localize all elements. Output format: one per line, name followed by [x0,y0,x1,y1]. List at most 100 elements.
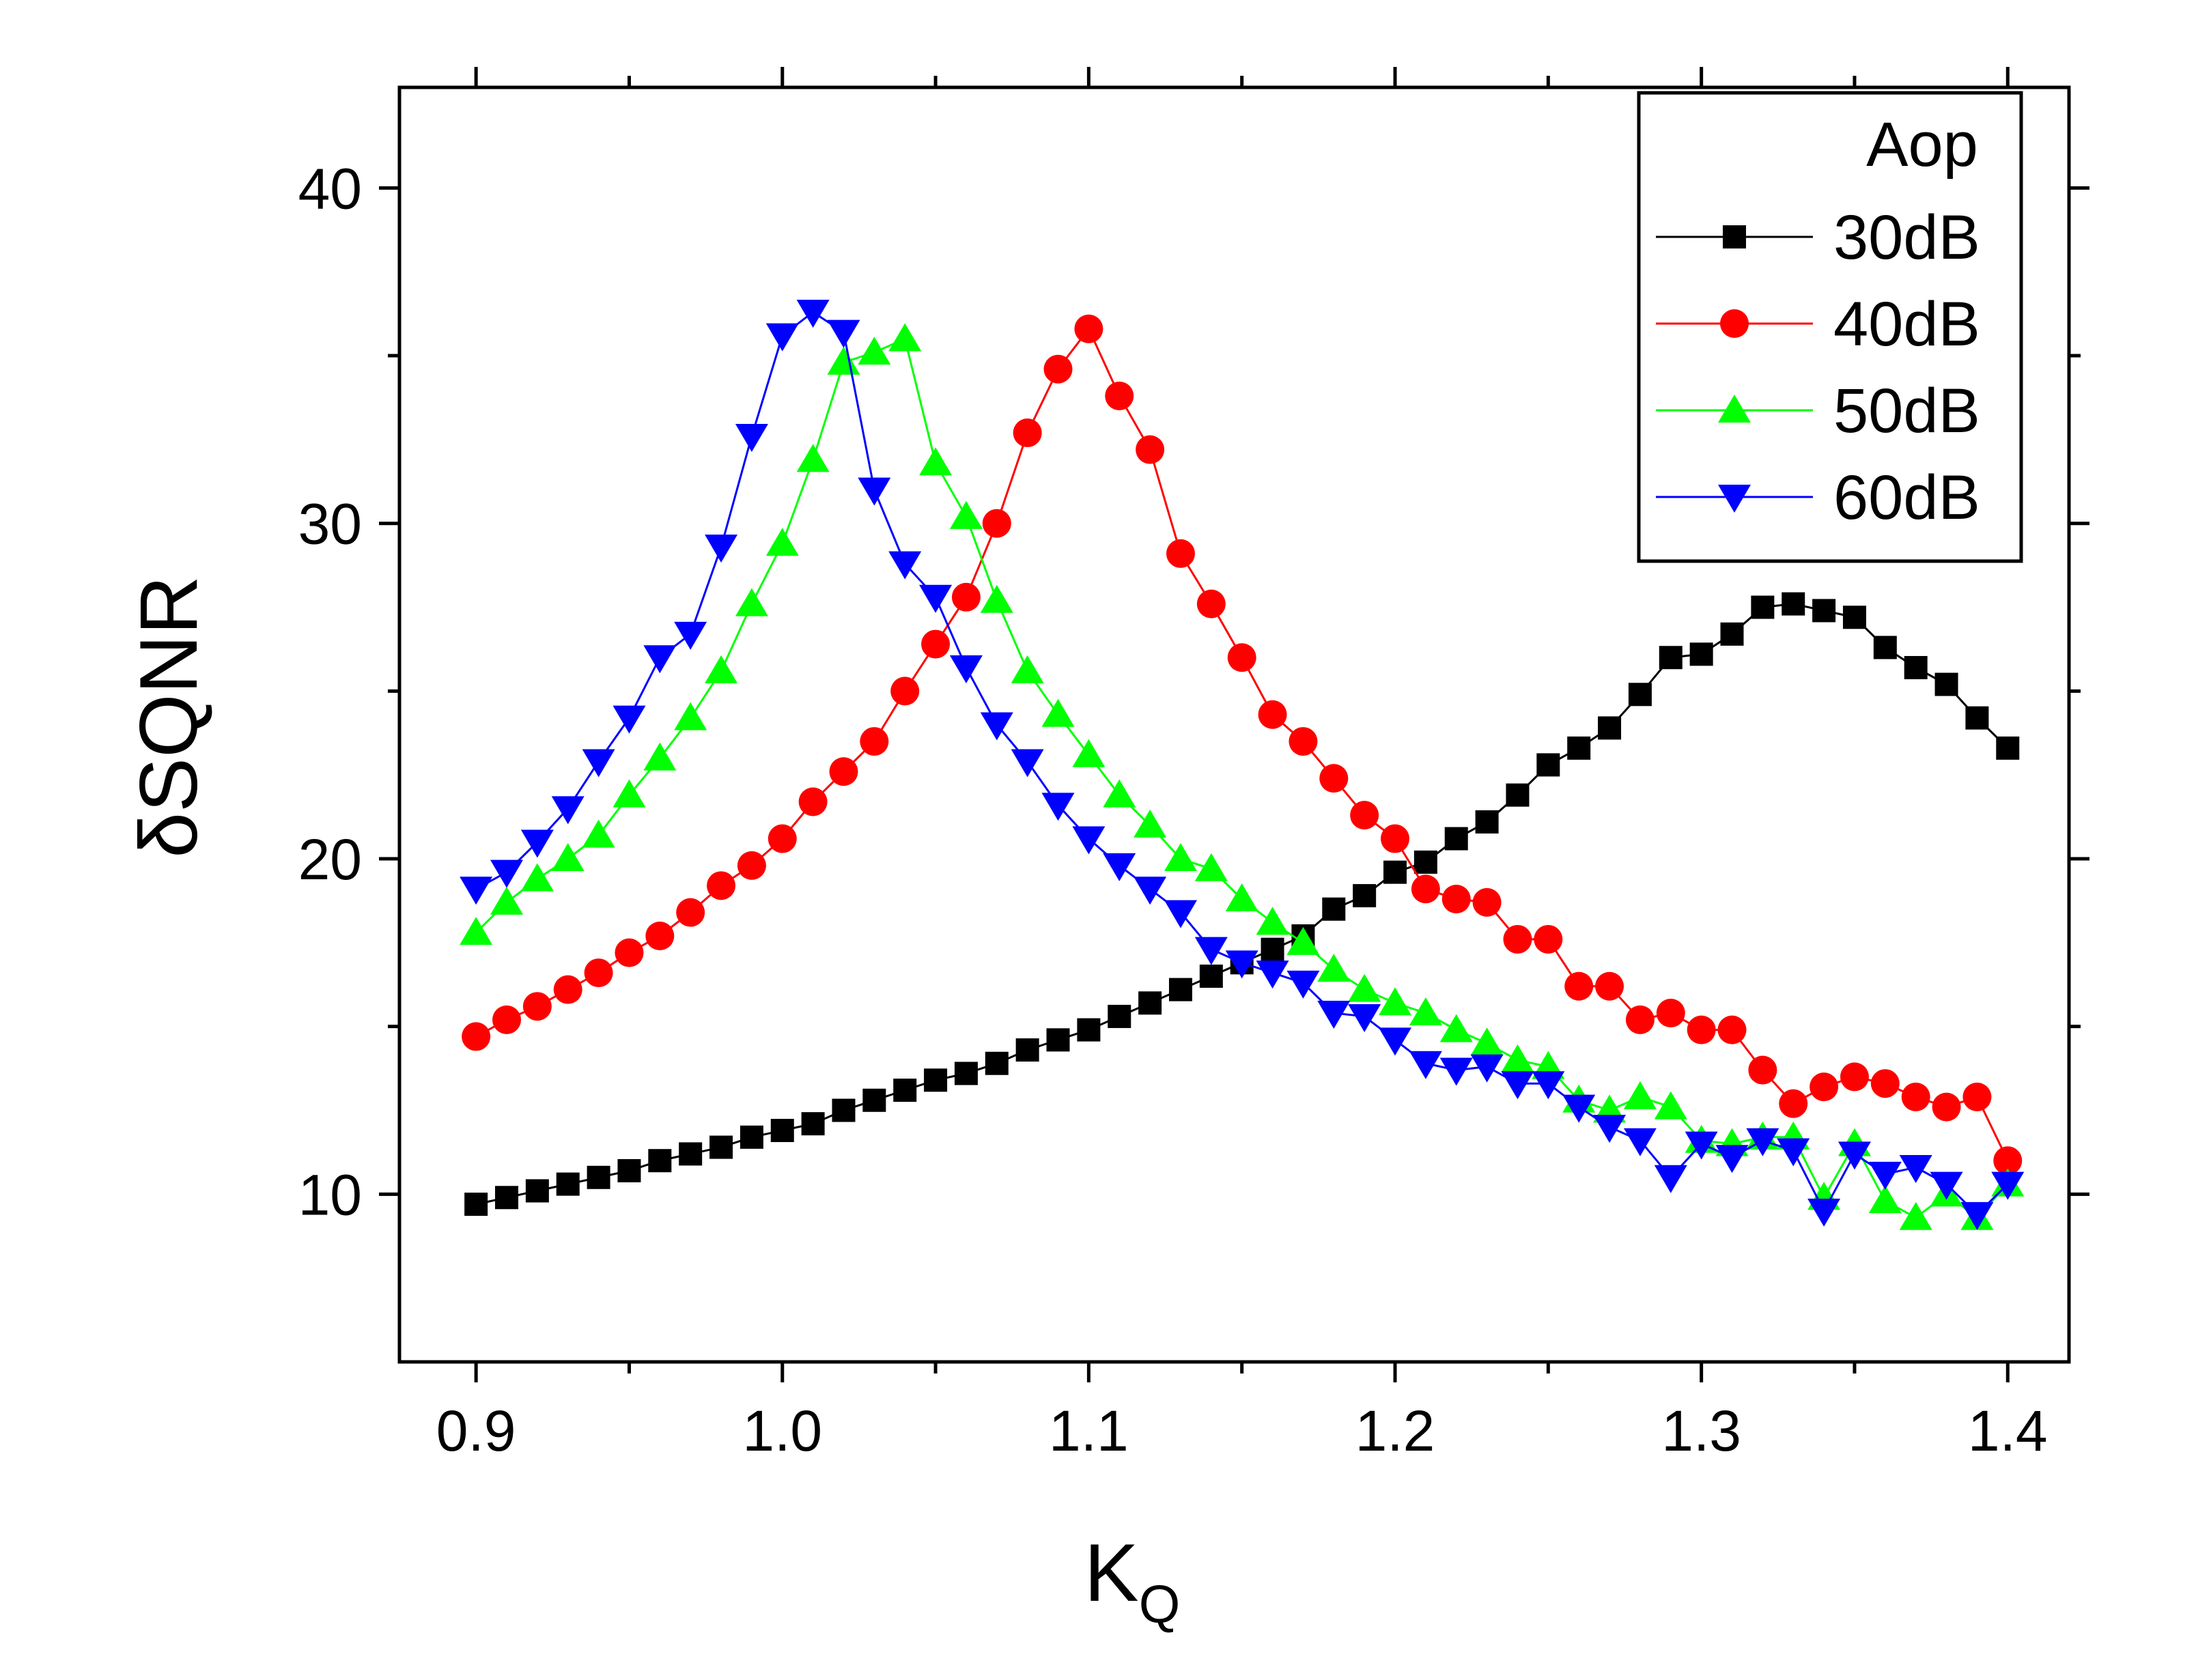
legend: Aop 30dB 40dB 50dB 60dB [1637,91,2023,563]
data-point-40db [1196,589,1226,618]
data-point-60db [1930,1171,1963,1200]
data-point-40db [1534,924,1563,954]
data-point-30db [1383,860,1407,884]
data-point-50db [1470,1027,1504,1056]
data-point-60db [1103,853,1136,881]
data-point-40db [645,922,675,951]
data-point-60db [765,323,799,352]
data-point-60db [643,645,677,674]
data-point-60db [1134,877,1167,905]
data-point-40db [737,851,766,880]
data-point-40db [890,677,920,706]
x-tick-label: 1.2 [1355,1399,1435,1463]
data-point-50db [735,588,768,616]
data-point-50db [460,917,493,945]
data-point-40db [1625,1005,1655,1034]
legend-label-30db: 30dB [1833,203,1980,272]
data-point-60db [705,535,738,563]
series-layer [460,300,2025,1230]
data-point-60db [1991,1171,2025,1200]
data-point-40db [829,757,858,786]
data-point-60db [1807,1198,1841,1227]
data-point-60db [1011,749,1044,778]
data-point-50db [1623,1081,1657,1109]
data-point-60db [919,584,953,613]
data-point-40db [1350,801,1379,830]
data-point-30db [1046,1028,1070,1052]
data-point-50db [1868,1185,1902,1214]
y-tick-label: 40 [298,156,362,220]
data-point-40db [584,958,613,988]
data-point-40db [860,727,889,756]
data-point-30db [556,1172,580,1196]
data-point-50db [1256,907,1289,935]
data-point-50db [949,500,983,529]
data-point-40db [1932,1092,1961,1122]
data-point-60db [1899,1155,1932,1184]
y-tick-label: 10 [298,1163,362,1227]
data-point-50db [1439,1014,1473,1042]
data-point-30db [1659,646,1683,670]
data-point-40db [1319,764,1349,793]
data-point-40db [1840,1062,1869,1092]
x-tick-label: 1.3 [1661,1399,1741,1463]
legend-marker-30db [1723,225,1746,248]
data-point-50db [1072,739,1106,767]
legend-title: Aop [1866,110,1978,180]
data-point-50db [1041,698,1075,727]
data-point-30db [1536,753,1560,777]
legend-marker-50db [1718,395,1751,423]
data-point-60db [1286,970,1320,999]
data-point-60db [1072,826,1106,855]
data-point-40db [553,975,582,1004]
data-point-30db [1782,592,1805,616]
plot-frame [397,85,2071,1364]
y-tick-label: 30 [298,492,362,556]
data-point-50db [551,843,585,872]
data-point-30db [1720,622,1744,646]
data-point-30db [648,1149,672,1173]
data-point-40db [1656,999,1685,1028]
x-axis-title-subscript: Q [1139,1574,1181,1634]
data-point-50db [520,863,554,892]
data-point-60db [551,796,585,825]
data-point-60db [1654,1165,1687,1193]
data-point-40db [1441,884,1471,913]
data-point-40db [676,898,705,927]
data-point-50db [1164,843,1197,872]
legend-label-60db: 60dB [1833,463,1980,532]
data-point-50db [1379,987,1412,1016]
data-point-30db [770,1118,794,1142]
data-point-60db [1379,1027,1412,1056]
data-point-60db [1317,1001,1351,1029]
data-point-40db [1166,539,1195,568]
x-tick-label: 0.9 [436,1399,516,1463]
data-point-30db [1567,736,1591,760]
data-point-40db [707,871,736,900]
data-point-60db [1868,1161,1902,1190]
data-point-50db [582,819,615,848]
data-point-30db [985,1051,1009,1075]
data-point-30db [1598,716,1622,740]
y-axis-title: δSQNR [123,575,214,858]
data-point-30db [1168,978,1192,1001]
data-point-60db [1593,1115,1627,1143]
data-point-30db [617,1158,641,1182]
data-point-50db [1011,655,1044,683]
data-point-40db [1258,700,1287,729]
data-point-30db [1138,991,1162,1015]
data-point-60db [1194,937,1228,965]
data-point-50db [1225,883,1258,911]
x-tick-label: 1.0 [742,1399,822,1463]
data-point-40db [1227,643,1256,672]
data-point-60db [1470,1054,1504,1083]
data-point-40db [1962,1082,1992,1111]
data-point-30db [1322,897,1346,921]
data-point-50db [980,584,1013,613]
series-40db [462,314,2023,1176]
data-point-40db [921,629,951,659]
x-axis-title: KQ [1084,1527,1181,1634]
data-point-50db [765,528,799,556]
data-point-30db [1413,850,1437,874]
